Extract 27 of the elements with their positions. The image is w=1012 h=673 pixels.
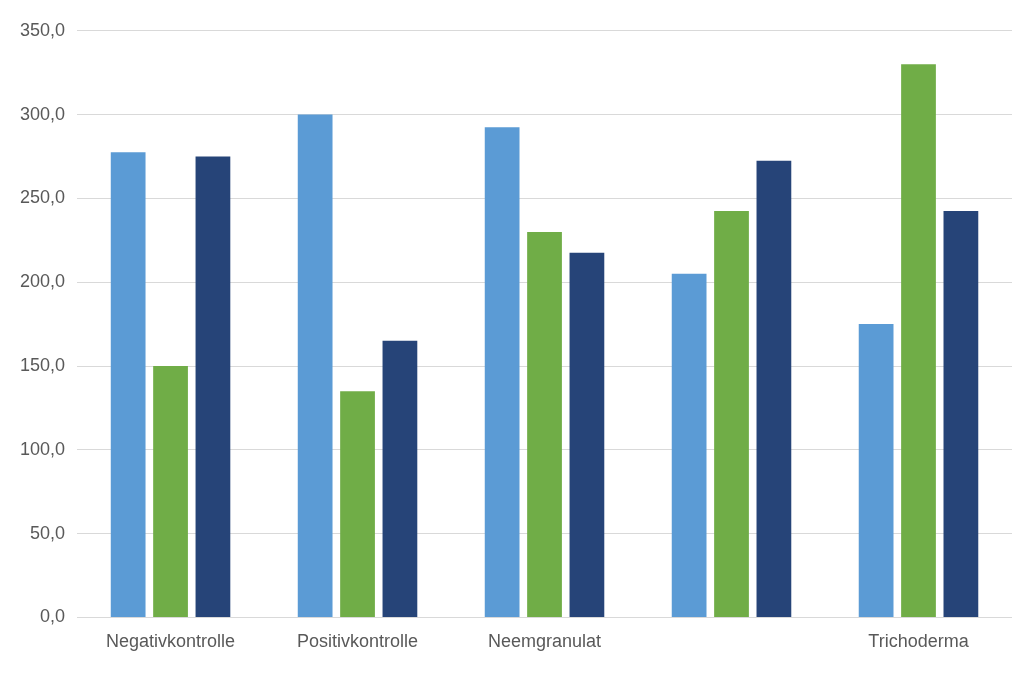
y-tick-label: 250,0 bbox=[20, 187, 66, 208]
bar bbox=[110, 152, 146, 617]
bar bbox=[484, 127, 520, 617]
x-tick-label: Neemgranulat bbox=[487, 631, 602, 652]
bar bbox=[943, 210, 979, 617]
bar bbox=[671, 273, 707, 617]
y-tick-label: 50,0 bbox=[30, 522, 66, 543]
y-tick-label: 150,0 bbox=[20, 354, 66, 375]
y-tick-label: 350,0 bbox=[20, 19, 66, 40]
x-tick-label: Negativkontrolle bbox=[106, 631, 236, 652]
bar bbox=[153, 366, 188, 617]
bar bbox=[527, 231, 562, 617]
y-tick-label: 300,0 bbox=[20, 103, 66, 124]
bar bbox=[569, 252, 605, 617]
bar bbox=[858, 324, 894, 617]
bar bbox=[714, 210, 749, 617]
y-tick-label: 200,0 bbox=[20, 271, 66, 292]
y-tick-label: 100,0 bbox=[20, 438, 66, 459]
bar bbox=[756, 160, 792, 617]
bar bbox=[382, 340, 418, 617]
x-tick-label: Trichoderma bbox=[868, 631, 970, 652]
bar bbox=[297, 114, 333, 617]
y-tick-label: 0,0 bbox=[40, 606, 66, 627]
bar bbox=[340, 391, 375, 617]
bar bbox=[195, 156, 231, 617]
bar bbox=[901, 64, 936, 617]
x-tick-label: Positivkontrolle bbox=[297, 631, 419, 652]
